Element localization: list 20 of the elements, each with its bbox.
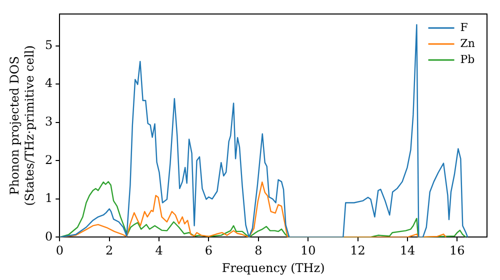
x-tick-label: 16 [450,244,465,258]
x-tick-label: 6 [204,244,213,258]
legend-label: F [460,20,468,34]
y-tick-label: 4 [44,76,53,90]
y-axis-title: Phonon projected DOS (States/THz·primitive cell) [8,45,37,206]
y-tick-label: 2 [44,152,53,167]
y-tick-label: 1 [44,191,53,206]
y-tick-label: 5 [44,38,53,52]
x-axis-title: Frequency (THz) [222,260,325,275]
legend-label: Pb [460,52,475,66]
x-tick-label: 8 [254,244,262,258]
legend-label: Zn [460,36,476,50]
x-tick-label: 0 [56,244,64,258]
x-tick-label: 12 [350,244,366,258]
y-tick-label: 3 [44,114,53,128]
x-tick-label: 4 [155,244,164,258]
y-tick-label: 0 [44,229,53,244]
x-tick-label: 2 [106,244,114,258]
x-tick-label: 14 [400,244,416,258]
x-tick-label: 10 [300,244,316,258]
